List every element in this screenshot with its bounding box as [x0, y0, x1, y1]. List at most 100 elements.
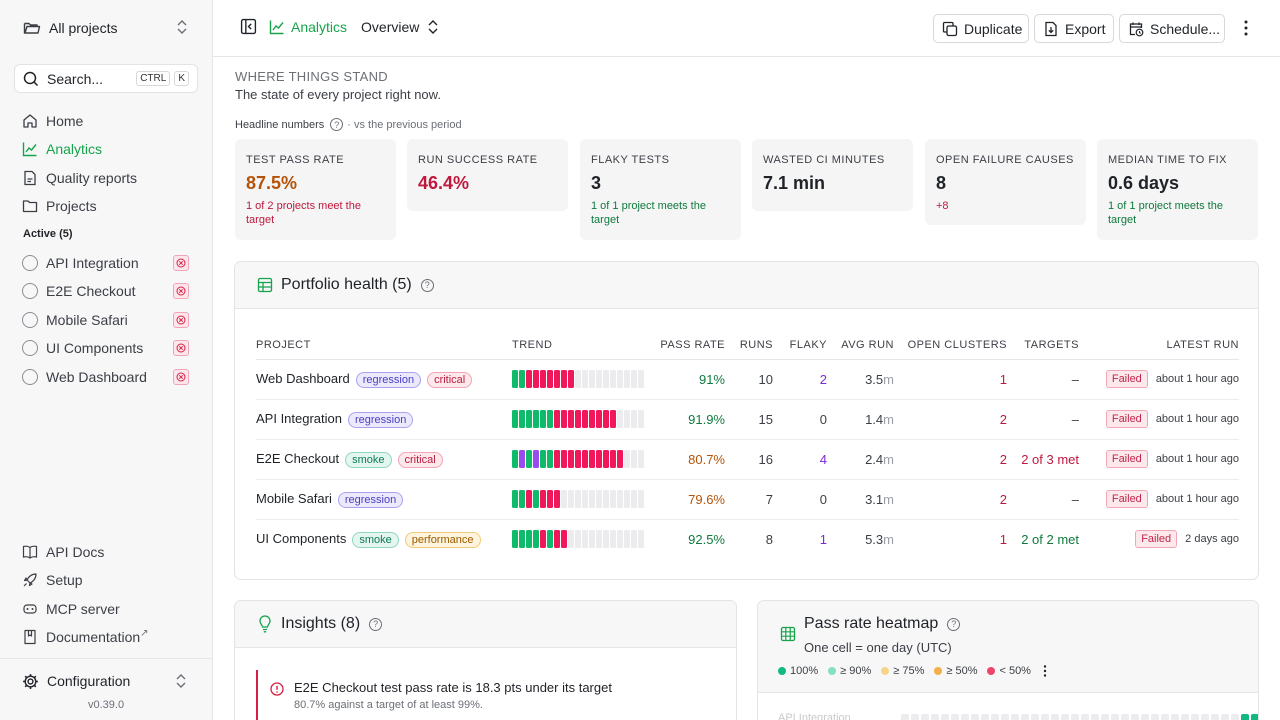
cell-latest-run: Failed about 1 hour ago	[1079, 439, 1239, 480]
trend-bar	[631, 410, 637, 428]
col-targets[interactable]: TARGETS	[1007, 332, 1079, 360]
table-row[interactable]: UI Components smoke performance 92.5% 8 1 5.3m…	[256, 519, 1239, 559]
shortcut-key-ctrl: CTRL	[136, 71, 171, 86]
heatmap-cell[interactable]	[1201, 714, 1209, 720]
heatmap-cell[interactable]	[1121, 714, 1129, 720]
trend-bar	[533, 450, 539, 468]
more-vertical-icon[interactable]	[1041, 664, 1049, 678]
insight-item[interactable]: E2E Checkout test pass rate is 18.3 pts …	[256, 670, 718, 720]
heatmap-cell[interactable]	[1171, 714, 1179, 720]
project-name[interactable]: API Integration	[256, 410, 342, 426]
metric-label: TEST PASS RATE	[246, 154, 345, 166]
sidebar-project-api-integration[interactable]: API Integration	[22, 252, 197, 274]
heatmap-cell[interactable]	[961, 714, 969, 720]
heatmap-cell[interactable]	[1041, 714, 1049, 720]
heatmap-cell[interactable]	[1101, 714, 1109, 720]
status-badge[interactable]: Failed	[1135, 530, 1178, 549]
sidebar-project-web-dashboard[interactable]: Web Dashboard	[22, 366, 197, 388]
heatmap-cell[interactable]	[931, 714, 939, 720]
heatmap-cell[interactable]	[1181, 714, 1189, 720]
col-pass-rate[interactable]: PASS RATE	[647, 332, 725, 360]
collapse-sidebar-icon[interactable]	[240, 18, 257, 35]
breadcrumb-analytics[interactable]: Analytics	[269, 19, 347, 35]
status-badge[interactable]: Failed	[1105, 490, 1148, 508]
heatmap-cell[interactable]	[991, 714, 999, 720]
project-name[interactable]: E2E Checkout	[256, 450, 340, 466]
sidebar-item-mcp-server[interactable]: MCP server	[22, 598, 197, 620]
heatmap-cell[interactable]	[1091, 714, 1099, 720]
heatmap-cell[interactable]	[1141, 714, 1149, 720]
col-flaky[interactable]: FLAKY	[773, 332, 827, 360]
status-badge[interactable]: Failed	[1105, 410, 1148, 428]
heatmap-cell[interactable]	[911, 714, 919, 720]
sidebar-project-ui-components[interactable]: UI Components	[22, 337, 197, 359]
heatmap-cell[interactable]	[1031, 714, 1039, 720]
trend-bar	[582, 530, 588, 549]
col-open-clusters[interactable]: OPEN CLUSTERS	[894, 332, 1007, 360]
sidebar-project-e2e-checkout[interactable]: E2E Checkout	[22, 280, 197, 302]
help-icon[interactable]: ?	[947, 617, 961, 631]
help-icon[interactable]: ?	[420, 278, 434, 292]
sidebar-project-mobile-safari[interactable]: Mobile Safari	[22, 309, 197, 331]
sidebar-item-documentation[interactable]: Documentation ↗	[22, 626, 197, 648]
heatmap-cell[interactable]	[1001, 714, 1009, 720]
table-row[interactable]: API Integration regression 91.9% 15 0 1.4m 2– F…	[256, 399, 1239, 440]
trend-bar	[603, 530, 609, 549]
sidebar-item-home[interactable]: Home	[22, 110, 197, 132]
table-row[interactable]: Mobile Safari regression 79.6% 7 0 3.1m 2– Fail…	[256, 479, 1239, 520]
heatmap-cell[interactable]	[1191, 714, 1199, 720]
schedule-button[interactable]: Schedule...	[1119, 14, 1225, 43]
col-project[interactable]: PROJECT	[256, 332, 512, 360]
heatmap-cell[interactable]	[1221, 714, 1229, 720]
search-box[interactable]: Search... CTRL K	[14, 64, 198, 93]
col-avg-run[interactable]: AVG RUN	[827, 332, 894, 360]
project-name[interactable]: Mobile Safari	[256, 490, 332, 506]
heatmap-cell[interactable]	[1241, 714, 1249, 720]
status-badge[interactable]: Failed	[1105, 370, 1148, 388]
sidebar-item-quality-reports[interactable]: Quality reports	[22, 167, 197, 189]
heatmap-cell[interactable]	[921, 714, 929, 720]
heatmap-cell[interactable]	[941, 714, 949, 720]
heatmap-cell[interactable]	[1011, 714, 1019, 720]
heatmap-cell[interactable]	[1061, 714, 1069, 720]
configuration-menu[interactable]: Configuration	[22, 670, 197, 692]
sidebar-item-projects[interactable]: Projects	[22, 195, 197, 217]
heatmap-cell[interactable]	[1151, 714, 1159, 720]
export-button[interactable]: Export	[1034, 14, 1114, 43]
project-name[interactable]: Web Dashboard	[256, 370, 350, 386]
trend-bar	[582, 370, 588, 388]
heatmap-cell[interactable]	[1051, 714, 1059, 720]
sidebar-item-setup[interactable]: Setup	[22, 569, 197, 591]
heatmap-cell[interactable]	[1111, 714, 1119, 720]
help-icon[interactable]: ?	[330, 118, 344, 131]
heatmap-cell[interactable]	[951, 714, 959, 720]
sidebar-item-analytics[interactable]: Analytics	[22, 138, 197, 160]
heatmap-cell[interactable]	[971, 714, 979, 720]
status-badge[interactable]: Failed	[1105, 450, 1148, 468]
heatmap-cell[interactable]	[1251, 714, 1258, 720]
sidebar-item-api-docs[interactable]: API Docs	[22, 541, 197, 563]
heatmap-cell[interactable]	[901, 714, 909, 720]
heatmap-cell[interactable]	[1071, 714, 1079, 720]
project-switcher[interactable]: All projects	[14, 14, 200, 42]
more-vertical-icon[interactable]	[1238, 18, 1254, 41]
view-selector[interactable]: Overview	[361, 19, 439, 35]
heatmap-cell[interactable]	[1231, 714, 1239, 720]
heatmap-cell[interactable]	[1081, 714, 1089, 720]
trend-bar	[631, 450, 637, 468]
project-name[interactable]: UI Components	[256, 530, 347, 546]
duplicate-button[interactable]: Duplicate	[933, 14, 1029, 43]
trend-bar	[554, 410, 560, 428]
heatmap-cell[interactable]	[981, 714, 989, 720]
heatmap-cell[interactable]	[1021, 714, 1029, 720]
col-latest-run[interactable]: LATEST RUN	[1079, 332, 1239, 360]
table-row[interactable]: E2E Checkout smoke critical 80.7% 16 4 2.4m 2 2 …	[256, 439, 1239, 480]
help-icon[interactable]: ?	[369, 617, 383, 631]
heatmap-cell[interactable]	[1131, 714, 1139, 720]
failed-x-icon	[173, 283, 189, 299]
trend-bar	[582, 450, 588, 468]
col-runs[interactable]: RUNS	[725, 332, 773, 360]
table-row[interactable]: Web Dashboard regression critical 91% 10 2 3.5…	[256, 359, 1239, 400]
heatmap-cell[interactable]	[1161, 714, 1169, 720]
heatmap-cell[interactable]	[1211, 714, 1219, 720]
